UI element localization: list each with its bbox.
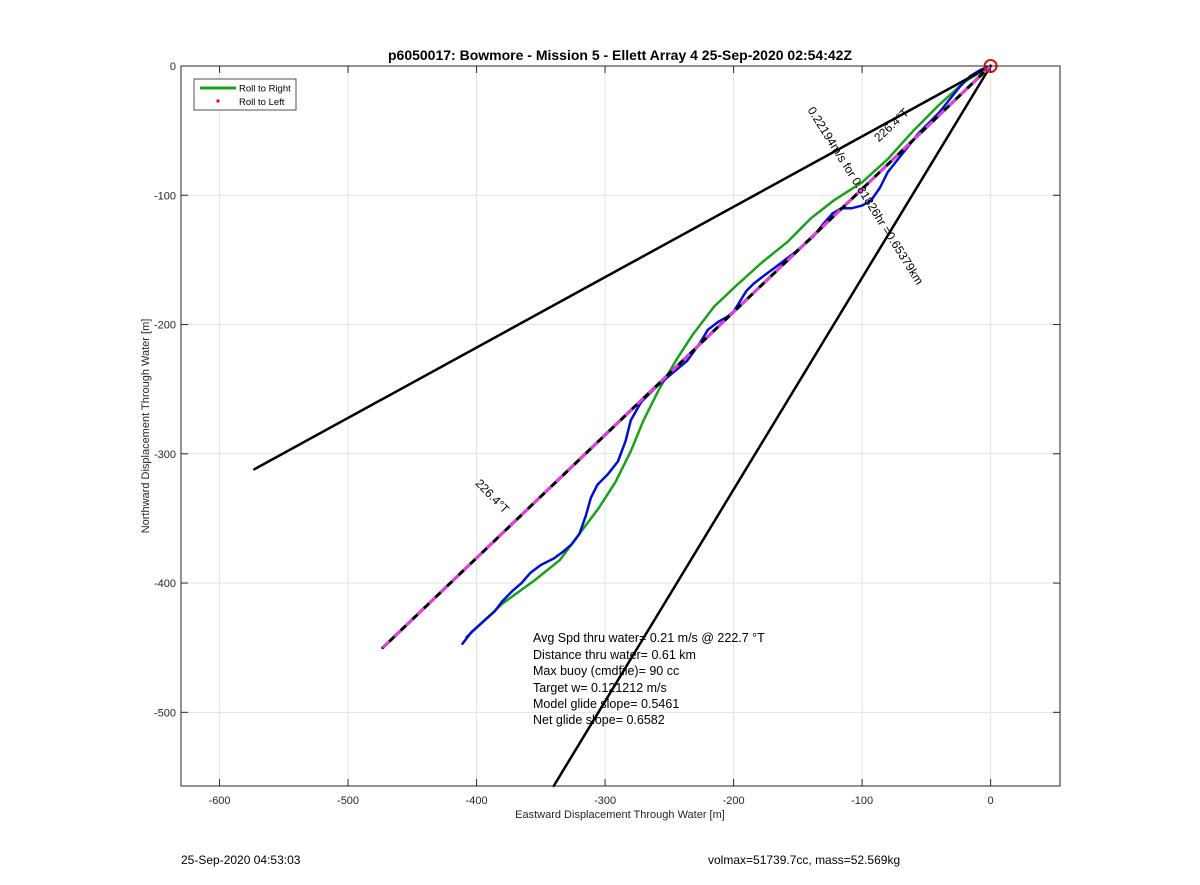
x-tick-label: -400: [466, 795, 488, 807]
legend-label-roll-right: Roll to Right: [239, 84, 291, 95]
x-tick-labels: -600 -500 -400 -300 -200 -100 0: [209, 795, 994, 807]
chart-title: p6050017: Bowmore - Mission 5 - Ellett A…: [388, 47, 852, 63]
y-tick-label: -100: [154, 190, 176, 202]
series-line-3: [552, 64, 992, 788]
series-line-2: [253, 64, 992, 471]
stats-line: Distance thru water= 0.61 km: [533, 648, 696, 662]
legend: Roll to Right Roll to Left: [193, 78, 297, 111]
series-line-5: [381, 64, 992, 649]
stats-line: Avg Spd thru water= 0.21 m/s @ 222.7 °T: [533, 631, 765, 645]
x-tick-label: -500: [337, 795, 359, 807]
stats-line: Max buoy (cmdfile)= 90 cc: [533, 664, 679, 678]
x-tick-label: 0: [988, 795, 994, 807]
axis-ticks: [181, 65, 1060, 786]
x-tick-label: -300: [594, 795, 616, 807]
y-tick-label: -400: [154, 578, 176, 590]
y-tick-label: -500: [154, 707, 176, 719]
plot-area: [181, 66, 1060, 786]
y-tick-label: 0: [170, 61, 176, 73]
x-axis-label: Eastward Displacement Through Water [m]: [515, 809, 725, 821]
legend-dot-roll-left: [216, 99, 220, 103]
y-tick-label: -300: [154, 449, 176, 461]
y-tick-label: -200: [154, 320, 176, 332]
stats-line: Model glide slope= 0.5461: [533, 697, 679, 711]
stats-line: Net glide slope= 0.6582: [533, 713, 665, 727]
legend-label-roll-left: Roll to Left: [239, 97, 285, 108]
x-tick-label: -100: [851, 795, 873, 807]
stats-block: Avg Spd thru water= 0.21 m/s @ 222.7 °T …: [533, 631, 765, 727]
series-layer: [253, 64, 993, 788]
y-tick-labels: 0 -100 -200 -300 -400 -500: [154, 61, 176, 719]
footer-buoyancy-info: volmax=51739.7cc, mass=52.569kg: [708, 853, 901, 867]
y-axis-label: Northward Displacement Through Water [m]: [140, 319, 152, 534]
plot-border: [180, 65, 1061, 787]
stats-line: Target w= 0.121212 m/s: [533, 681, 667, 695]
x-tick-label: -600: [209, 795, 231, 807]
footer-timestamp: 25-Sep-2020 04:53:03: [181, 853, 301, 867]
legend-box: [193, 78, 297, 111]
x-tick-label: -200: [723, 795, 745, 807]
